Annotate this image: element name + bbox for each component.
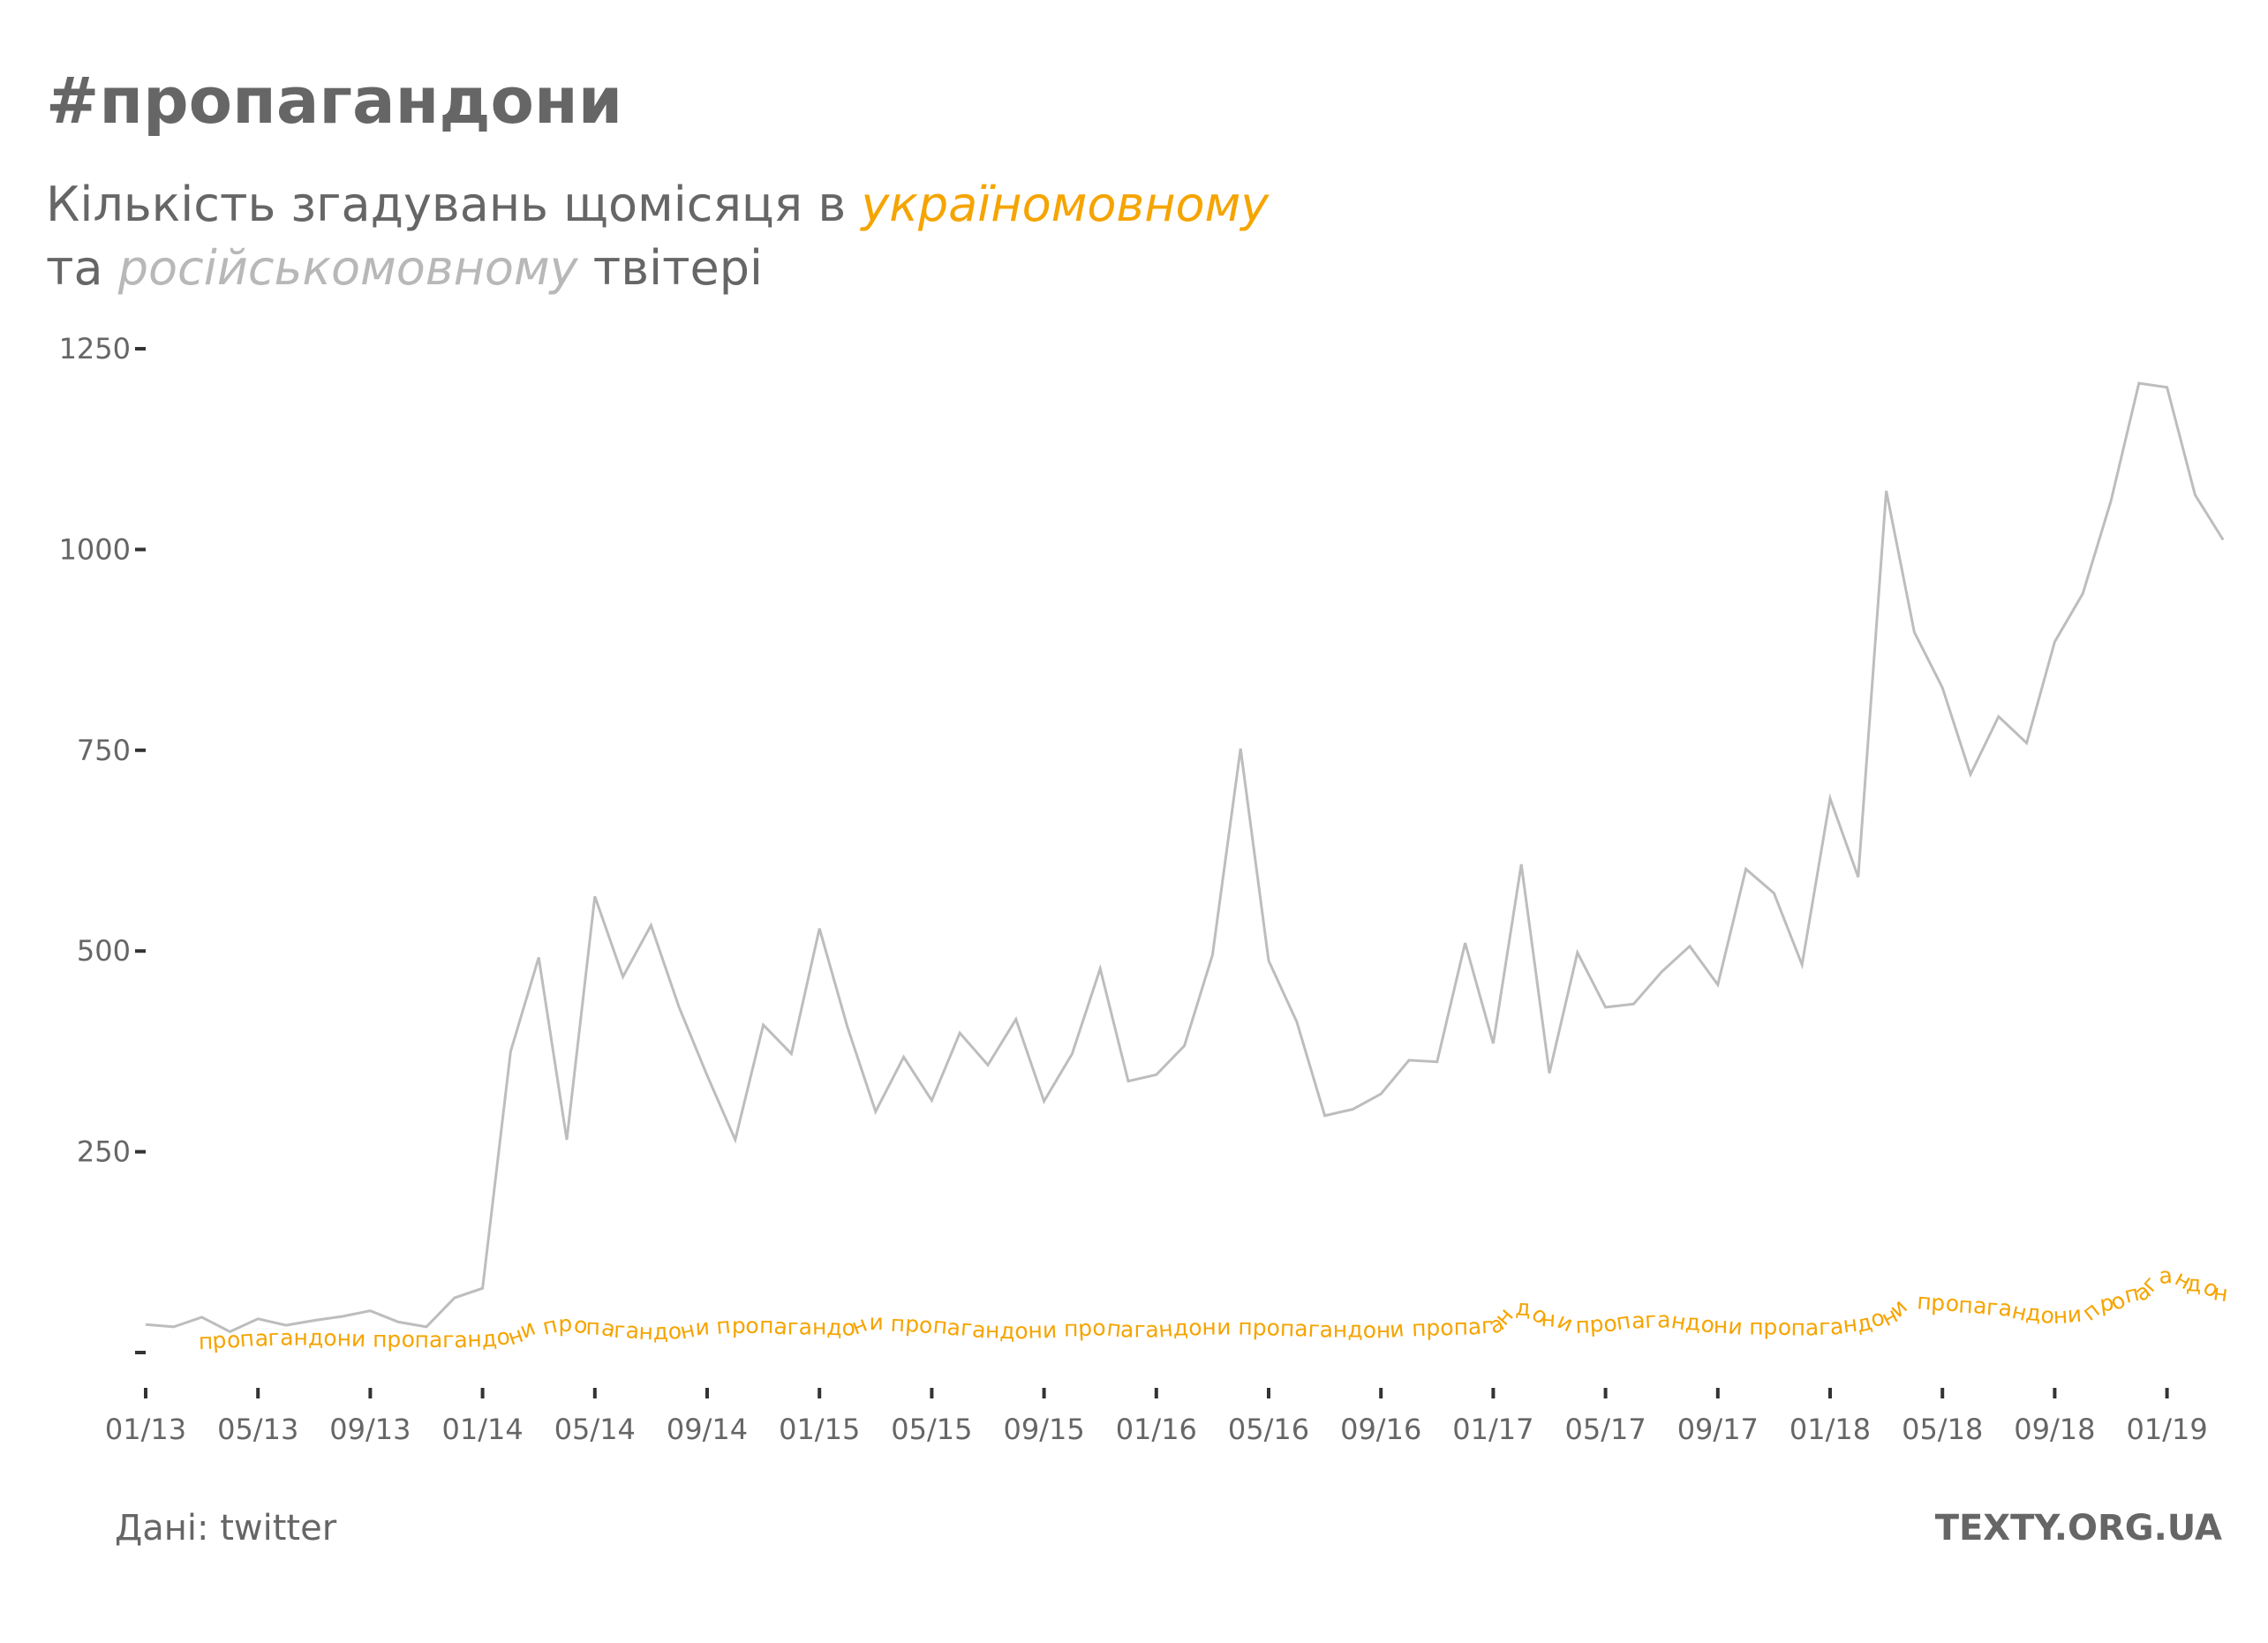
x-tick-label: 09/18 — [2014, 1413, 2095, 1446]
chart-title: #пропагандони — [46, 64, 623, 138]
x-tick-label: 09/14 — [667, 1413, 748, 1446]
y-tick-label: 1250 — [59, 332, 131, 366]
x-tick-label: 01/19 — [2126, 1413, 2207, 1446]
y-tick-label: 500 — [77, 934, 131, 968]
ukrainian-series-label: пропагандони пропагандони пропагандони п… — [0, 0, 2229, 1354]
data-source: Дані: twitter — [115, 1508, 337, 1549]
x-tick-label: 05/17 — [1564, 1413, 1646, 1446]
subtitle-text: Кількість згадувань щомісяця в — [46, 177, 862, 232]
russian-series-line — [145, 381, 2225, 1334]
subtitle-russian-highlight: російськомовному — [117, 240, 578, 296]
x-tick-label: 01/13 — [105, 1413, 186, 1446]
x-tick-label: 05/13 — [217, 1413, 298, 1446]
subtitle-line-2: та російськомовному твітері — [46, 237, 1269, 300]
x-tick-label: 05/16 — [1228, 1413, 1309, 1446]
y-axis: 250 500 750 1000 1250 — [59, 332, 146, 1354]
x-tick-label: 01/17 — [1452, 1413, 1533, 1446]
subtitle-text: твітері — [577, 240, 764, 296]
x-tick-label: 05/18 — [1902, 1413, 1983, 1446]
x-tick-label: 01/14 — [441, 1413, 523, 1446]
y-tick-label: 750 — [77, 734, 131, 767]
x-axis: 01/13 05/13 09/13 01/14 05/14 09/14 01/15 05/15… — [105, 1388, 2208, 1446]
x-tick-label: 05/15 — [891, 1413, 972, 1446]
y-tick-label: 1000 — [59, 532, 131, 566]
x-tick-label: 05/14 — [554, 1413, 636, 1446]
x-tick-label: 09/17 — [1677, 1413, 1759, 1446]
x-tick-label: 09/13 — [329, 1413, 411, 1446]
y-tick-label: 250 — [77, 1135, 131, 1169]
subtitle-line-1: Кількість згадувань щомісяця в україномо… — [46, 173, 1269, 237]
subtitle-ukrainian-highlight: україномовному — [861, 177, 1270, 232]
brand-logo: TEXTY.ORG.UA — [1934, 1508, 2222, 1549]
x-tick-label: 01/18 — [1790, 1413, 1871, 1446]
x-tick-label: 09/16 — [1340, 1413, 1421, 1446]
chart-subtitle: Кількість згадувань щомісяця в україномо… — [46, 173, 1269, 300]
x-tick-label: 01/15 — [779, 1413, 860, 1446]
subtitle-text: та — [46, 240, 118, 296]
x-tick-label: 09/15 — [1003, 1413, 1084, 1446]
x-tick-label: 01/16 — [1116, 1413, 1197, 1446]
